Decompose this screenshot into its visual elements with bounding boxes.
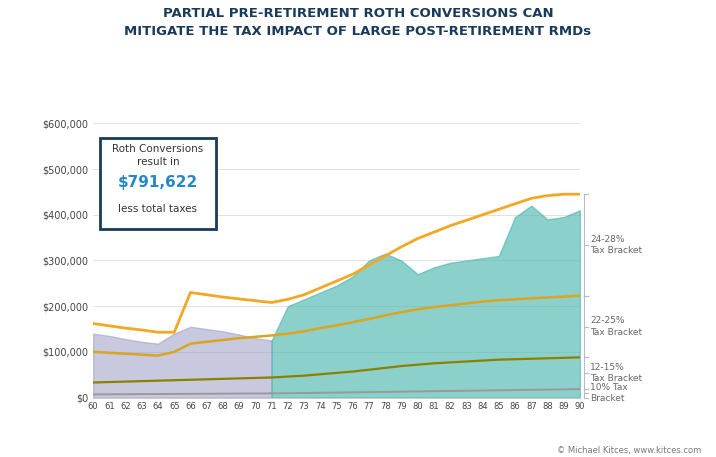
Text: © Michael Kitces, www.kitces.com: © Michael Kitces, www.kitces.com xyxy=(558,446,702,455)
Text: 12-15%
Tax Bracket: 12-15% Tax Bracket xyxy=(590,363,642,383)
Legend: Adjusted Taxable Income W/ Conversion, Adjusted Taxable Income W/ Conversion: Adjusted Taxable Income W/ Conversion, A… xyxy=(87,456,508,457)
Text: MITIGATE THE TAX IMPACT OF LARGE POST-RETIREMENT RMDs: MITIGATE THE TAX IMPACT OF LARGE POST-RE… xyxy=(125,25,591,38)
Text: 22-25%
Tax Bracket: 22-25% Tax Bracket xyxy=(590,317,642,336)
Text: Roth Conversions
result in: Roth Conversions result in xyxy=(112,144,203,167)
Text: $791,622: $791,622 xyxy=(118,175,198,190)
Text: PARTIAL PRE-RETIREMENT ROTH CONVERSIONS CAN: PARTIAL PRE-RETIREMENT ROTH CONVERSIONS … xyxy=(163,7,553,20)
Text: less total taxes: less total taxes xyxy=(118,204,198,214)
Text: 10% Tax
Bracket: 10% Tax Bracket xyxy=(590,383,628,404)
Text: 24-28%
Tax Bracket: 24-28% Tax Bracket xyxy=(590,235,642,255)
